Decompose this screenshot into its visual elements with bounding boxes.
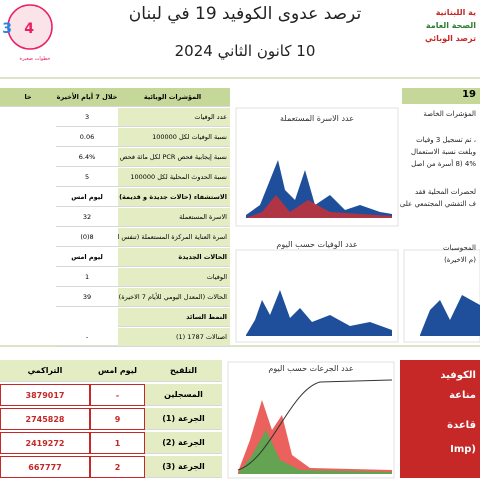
side-text: الكوفيد — [440, 370, 476, 381]
subtitle: 10 كانون الثاني 2024 — [174, 42, 316, 60]
row-label: الجرعة (3) — [145, 456, 222, 478]
side-header-bg — [402, 88, 480, 104]
row-label: المسجلين — [145, 384, 222, 406]
row-label: الحالات (المعدل اليومي للأيام 7 الاخيرة) — [118, 288, 230, 307]
table-header: ليوم امس — [90, 360, 145, 382]
side-text: المؤشرات الخاصة — [423, 110, 476, 118]
logo-mark: 3 — [2, 21, 12, 37]
ministry-logo: ية اللبنانية الصحة العامة ترصد الوبائي — [400, 6, 476, 45]
side-text: (Imp — [450, 444, 476, 455]
row-label: الاستشفاء (حالات جديدة و قديمة) — [118, 188, 230, 207]
side-title: 19 — [462, 89, 476, 100]
side-text: ، تم تسجيل 3 وفيات — [416, 136, 476, 144]
side-text: 4% (8 أسرة من اصل — [411, 160, 476, 168]
area-decor — [420, 295, 480, 336]
logo-line: الصحة العامة — [425, 21, 476, 30]
side-text: وبلغت نسبة الاستعمال — [411, 148, 476, 156]
row-label: عدد الوفيات — [118, 108, 230, 127]
table-header: التراكمي — [0, 360, 90, 382]
side-text: ف التفشي المجتمعي على — [399, 200, 476, 208]
row-value: - — [56, 328, 118, 347]
area-decor — [246, 195, 392, 218]
red-panel — [400, 360, 480, 478]
row-label: اصنالات 1787 (1) — [118, 328, 230, 347]
row-value: 3 — [56, 108, 118, 127]
side-text: (م الاخيرة) — [444, 256, 476, 264]
side-text: مناعة — [449, 390, 476, 401]
table-header: التلقيح — [145, 360, 222, 382]
row-label: الجرعة (1) — [145, 408, 222, 430]
logo-circle — [7, 4, 53, 50]
chart-title: عدد الجرعات حسب اليوم — [268, 364, 354, 373]
title: ترصد عدوى الكوفيد 19 في لبنان — [128, 4, 362, 24]
row-label: النمط السائد — [118, 308, 230, 327]
row-label: الاسرة المستعملة — [118, 208, 230, 227]
row-value: 667777 — [0, 456, 90, 478]
indicators-table: المؤشرات الوبائية خلال 7 أيام الأخيرة خا عد… — [0, 88, 230, 347]
row-value: 6.4% — [56, 148, 118, 167]
row-label: الحالات الجديدة — [118, 248, 230, 267]
side-text: قاعدة — [447, 420, 476, 431]
area-decor — [246, 290, 392, 336]
row-value: 32 — [56, 208, 118, 227]
row-value: 1 — [90, 432, 145, 454]
row-value: 3879017 — [0, 384, 90, 406]
row-value: ليوم امس — [56, 188, 118, 207]
row-label: نسبة إيجابية فحص PCR لكل مائة فحص — [118, 148, 230, 167]
side-text: لحصرات المحلية فقد — [415, 188, 476, 196]
row-value: 1 — [56, 268, 118, 287]
bottom-side-panel: الكوفيد مناعة قاعدة (Imp — [400, 362, 480, 478]
logo-line: ترصد الوبائي — [425, 34, 476, 43]
side-text: المحوسبات — [443, 244, 476, 252]
vaccination-table: التلقيح ليوم امس التراكمي المسجلين -3879017 ا… — [0, 360, 222, 478]
row-label: نسبة الوفيات لكل 100000 — [118, 128, 230, 147]
row-label: الوفيات — [118, 268, 230, 287]
row-value: 2 — [90, 456, 145, 478]
logo-mark: 4 — [24, 21, 34, 37]
table-header: خا — [0, 88, 56, 107]
side-panel: 19 المؤشرات الخاصة ، تم تسجيل 3 وفيات وبلغت… — [399, 88, 480, 264]
area-decor — [238, 430, 392, 474]
row-label: الجرعة (2) — [145, 432, 222, 454]
row-value: 2419272 — [0, 432, 90, 454]
row-value: 2745828 — [0, 408, 90, 430]
row-label: اسرة العناية المركزة المستعملة (تنفس اصط… — [118, 228, 230, 247]
row-value: ليوم امس — [56, 248, 118, 267]
row-value: 39 — [56, 288, 118, 307]
chart-title: عدد الوفيات حسب اليوم — [276, 240, 358, 249]
row-value: 5 — [56, 168, 118, 187]
table-header: خلال 7 أيام الأخيرة — [56, 88, 118, 107]
line-decor — [237, 379, 393, 471]
row-label: نسبة الحدوث المحلية لكل 100000 — [118, 168, 230, 187]
row-value: 8(0) — [56, 228, 118, 247]
logo-line: ية اللبنانية — [435, 8, 476, 17]
row-value: 9 — [90, 408, 145, 430]
logo-caption: خطوات صغيرة — [19, 56, 51, 62]
chart-title: عدد الاسرة المستعملة — [280, 114, 354, 123]
table-header: المؤشرات الوبائية — [118, 88, 230, 107]
row-value: - — [90, 384, 145, 406]
row-value: 0.06 — [56, 128, 118, 147]
